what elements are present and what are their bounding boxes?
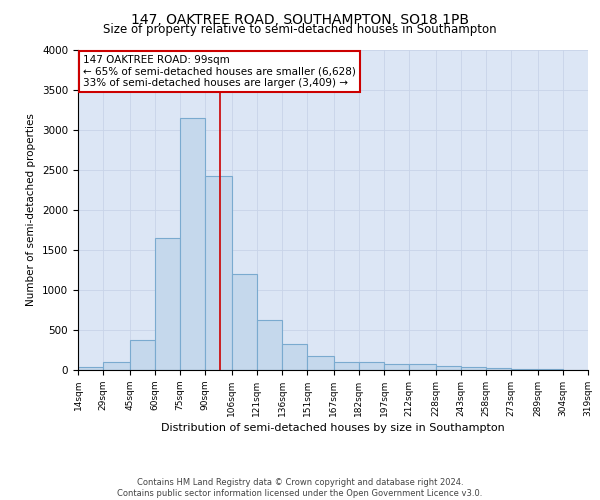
Bar: [538, 369, 563, 370]
Bar: [282, 344, 307, 370]
Text: Contains HM Land Registry data © Crown copyright and database right 2024.
Contai: Contains HM Land Registry data © Crown c…: [118, 478, 482, 498]
Text: Size of property relative to semi-detached houses in Southampton: Size of property relative to semi-detach…: [103, 22, 497, 36]
Bar: [334, 362, 359, 370]
Bar: [205, 176, 232, 370]
Bar: [78, 367, 103, 370]
Text: 147 OAKTREE ROAD: 99sqm
← 65% of semi-detached houses are smaller (6,628)
33% of: 147 OAKTREE ROAD: 99sqm ← 65% of semi-de…: [83, 55, 356, 88]
Bar: [232, 274, 257, 370]
Bar: [359, 362, 384, 370]
Bar: [436, 366, 461, 370]
Text: 147, OAKTREE ROAD, SOUTHAMPTON, SO18 1PB: 147, OAKTREE ROAD, SOUTHAMPTON, SO18 1PB: [131, 12, 469, 26]
Bar: [307, 356, 334, 370]
Bar: [180, 118, 205, 370]
Bar: [155, 238, 180, 370]
X-axis label: Distribution of semi-detached houses by size in Southampton: Distribution of semi-detached houses by …: [161, 423, 505, 433]
Y-axis label: Number of semi-detached properties: Number of semi-detached properties: [26, 114, 37, 306]
Bar: [461, 367, 486, 370]
Bar: [511, 369, 538, 370]
Bar: [384, 364, 409, 370]
Bar: [257, 320, 282, 370]
Bar: [409, 364, 436, 370]
Bar: [486, 368, 511, 370]
Bar: [130, 340, 155, 370]
Bar: [103, 362, 130, 370]
